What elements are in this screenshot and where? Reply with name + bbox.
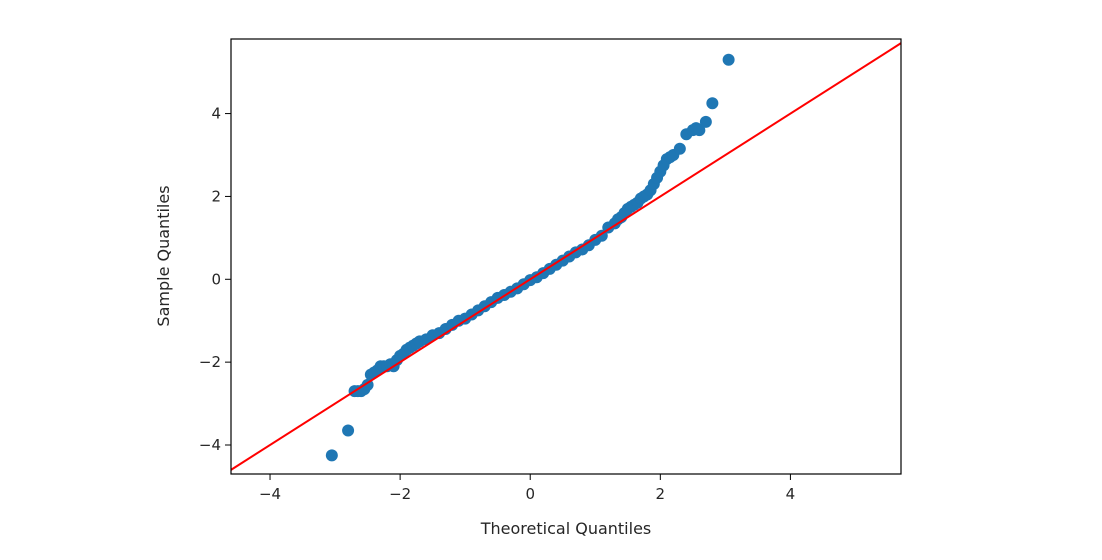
x-tick-label: −4 (259, 485, 281, 503)
reference-line (231, 42, 901, 471)
x-tick-label: 4 (786, 485, 796, 503)
y-tick-label: 4 (211, 105, 221, 123)
y-tick-label: 2 (211, 187, 221, 205)
data-point (342, 424, 355, 437)
y-tick-label: −2 (199, 353, 221, 371)
data-point (699, 115, 712, 128)
x-tick-label: −2 (389, 485, 411, 503)
x-tick-label: 0 (525, 485, 535, 503)
data-point (325, 449, 338, 462)
plot-frame (230, 38, 902, 475)
x-tick-label: 2 (656, 485, 666, 503)
y-axis-label: Sample Quantiles (154, 185, 173, 326)
x-axis-ticks: −4 −2 0 2 4 (259, 474, 795, 503)
data-point (722, 53, 735, 66)
data-point (673, 142, 686, 155)
reference-line-layer (231, 42, 901, 471)
y-tick-label: −4 (199, 436, 221, 454)
data-point (706, 97, 719, 110)
y-axis-ticks: −4 −2 0 2 4 (199, 105, 231, 454)
x-axis-label: Theoretical Quantiles (480, 519, 652, 538)
data-layer (325, 53, 735, 462)
data-point (693, 124, 706, 137)
y-tick-label: 0 (211, 270, 221, 288)
